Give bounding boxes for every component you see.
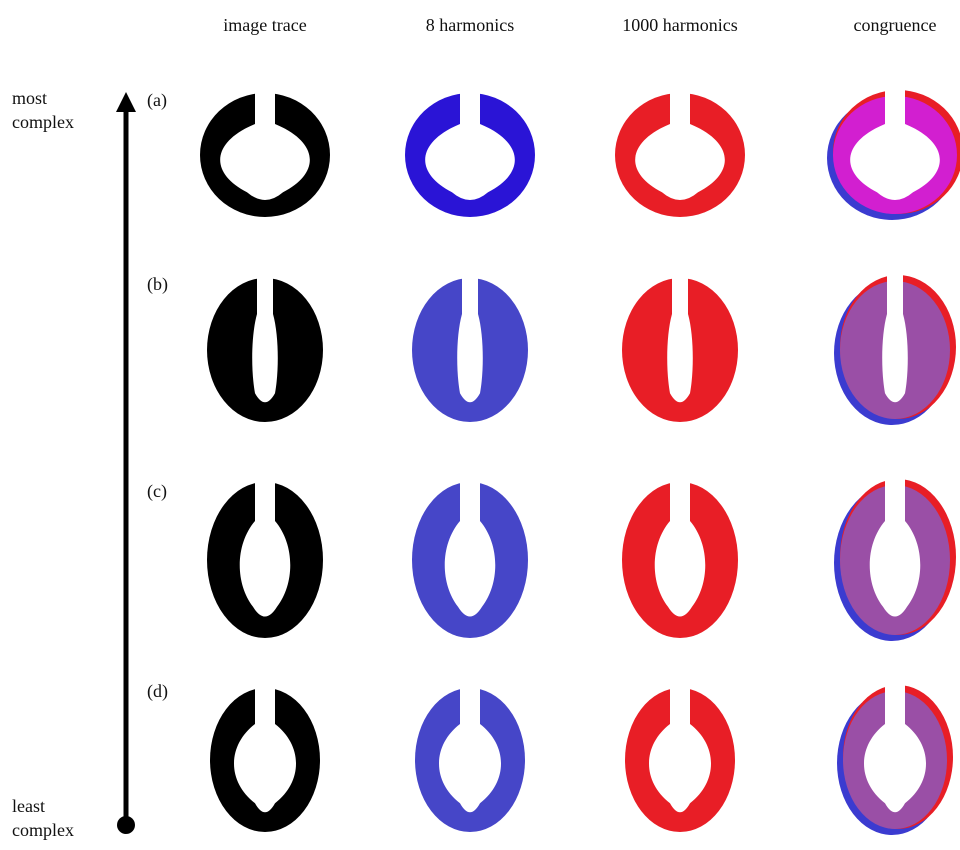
axis-bottom-label: complex: [12, 820, 74, 840]
column-header: 1000 harmonics: [622, 15, 737, 35]
axis-top-label: most: [12, 88, 47, 108]
axis-bottom-label: least: [12, 796, 45, 816]
column-header: image trace: [223, 15, 306, 35]
shapes: [200, 87, 960, 835]
axis-top-label: complex: [12, 112, 74, 132]
page: image trace 8 harmonics 1000 harmonics cong…: [0, 0, 960, 850]
row-label: (a): [147, 90, 167, 111]
figure: image trace 8 harmonics 1000 harmonics cong…: [0, 0, 960, 850]
row-label: (b): [147, 274, 168, 295]
column-header: 8 harmonics: [426, 15, 514, 35]
axis-arrowhead: [116, 92, 136, 112]
column-header: congruence: [854, 15, 937, 35]
axis-end-dot: [117, 816, 135, 834]
row-label: (c): [147, 481, 167, 502]
row-label: (d): [147, 681, 168, 702]
